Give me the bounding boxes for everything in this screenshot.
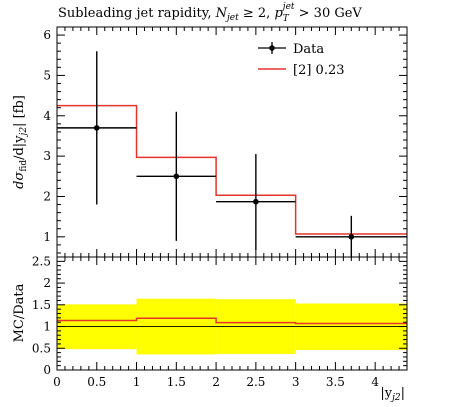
x-tick-label: 3.5 bbox=[326, 375, 345, 389]
main-y-tick-label: 6 bbox=[43, 28, 51, 42]
ratio-y-tick-label: 2.5 bbox=[32, 254, 51, 268]
x-tick-label: 2 bbox=[212, 375, 220, 389]
main-y-tick-label: 5 bbox=[43, 68, 51, 82]
main-y-axis-label: dσfid/d|yj2| [fb] bbox=[12, 95, 29, 189]
ratio-panel: 0 0.5 1 1.5 2 2.5 0 0.5 1 1.5 2 2.5 3 3.5 4 MC/Data |… bbox=[12, 254, 408, 403]
ratio-y-tick-label: 1 bbox=[43, 320, 51, 334]
x-tick-label: 1 bbox=[133, 375, 141, 389]
main-y-tick-label: 1 bbox=[43, 230, 51, 244]
data-point-3 bbox=[348, 234, 355, 240]
x-tick-label: 0 bbox=[53, 375, 61, 389]
legend-data-label: Data bbox=[293, 42, 324, 57]
chart-title: Subleading jet rapidity, Njet ≥ 2, pTjet… bbox=[58, 2, 362, 24]
x-axis-label: |yj2| bbox=[380, 386, 405, 403]
data-point-2 bbox=[253, 198, 259, 205]
main-panel: 1 2 3 4 5 6 dσfid/d|yj2| [fb] Data [2] 0.23 bbox=[12, 26, 408, 258]
main-y-tick-label: 2 bbox=[43, 189, 51, 203]
ratio-model-line bbox=[57, 317, 407, 325]
x-tick-label: 0.5 bbox=[87, 375, 106, 389]
ratio-y-tick-label: 0.5 bbox=[32, 341, 51, 355]
model-histogram-line bbox=[57, 104, 407, 235]
data-point-1 bbox=[173, 173, 180, 180]
x-tick-label: 3 bbox=[292, 375, 300, 389]
legend-model-label: [2] 0.23 bbox=[293, 63, 345, 78]
x-tick-label: 2.5 bbox=[246, 375, 265, 389]
legend-data-marker bbox=[269, 45, 275, 51]
ratio-y-tick-label: 2 bbox=[43, 276, 51, 290]
ratio-y-tick-label: 1.5 bbox=[32, 298, 51, 312]
ratio-y-axis-label: MC/Data bbox=[12, 283, 27, 342]
data-point-0 bbox=[93, 125, 100, 131]
x-tick-label: 4 bbox=[371, 375, 379, 389]
x-tick-label: 1.5 bbox=[167, 375, 186, 389]
legend: Data [2] 0.23 bbox=[258, 42, 345, 78]
main-plot-frame bbox=[56, 26, 408, 258]
ratio-y-tick-label: 0 bbox=[43, 363, 51, 377]
main-y-tick-label: 3 bbox=[43, 149, 51, 163]
main-y-tick-label: 4 bbox=[43, 109, 51, 123]
ratio-plot-frame bbox=[56, 256, 408, 371]
